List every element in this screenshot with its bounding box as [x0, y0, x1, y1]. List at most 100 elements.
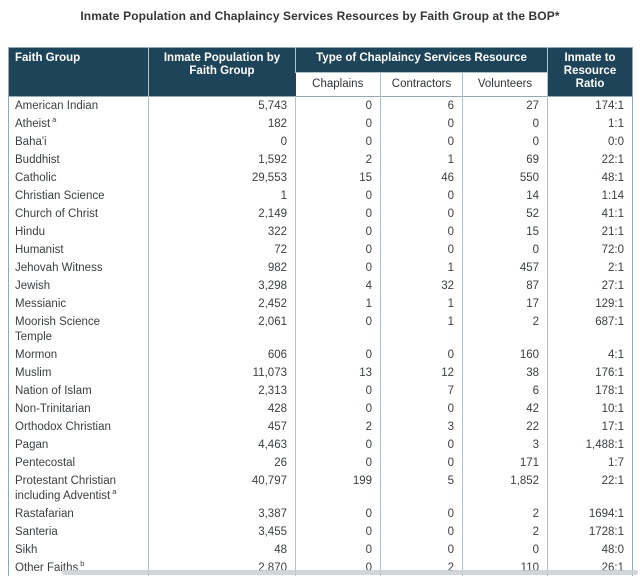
ratio-cell: 1694:1 [547, 505, 633, 523]
faith-name-cell: Messianic [8, 295, 149, 313]
table-row: Baha'i 0 0 0 0 0:0 [8, 133, 633, 151]
chaplains-cell: 15 [295, 169, 381, 187]
faith-name-cell: Muslim [8, 364, 149, 382]
volunteers-cell: 0 [461, 115, 548, 133]
column-header-contractors: Contractors [380, 72, 463, 97]
column-header-inmate-resource-ratio: Inmate to Resource Ratio [547, 47, 633, 97]
faith-name: Catholic [15, 171, 57, 184]
contractors-cell: 0 [380, 115, 463, 133]
faith-name: Santeria [15, 525, 58, 538]
contractors-cell: 0 [380, 505, 463, 523]
contractors-cell: 1 [380, 151, 463, 169]
cut-off-element-bottom [62, 570, 638, 575]
faith-name: Sikh [15, 543, 38, 556]
contractors-cell: 1 [380, 259, 463, 277]
population-cell: 322 [148, 223, 296, 241]
volunteers-cell: 550 [461, 169, 548, 187]
faith-name: Orthodox Christian [15, 420, 111, 433]
chaplains-cell: 0 [295, 96, 381, 115]
ratio-cell: 4:1 [547, 346, 633, 364]
ratio-cell: 17:1 [547, 418, 633, 436]
faith-name: Protestant Christian including Adventist [15, 474, 116, 502]
table-row: Catholic 29,553 15 46 550 48:1 [8, 169, 633, 187]
table-row: Atheist a 182 0 0 0 1:1 [8, 114, 633, 133]
faith-name: Jewish [15, 279, 51, 292]
ratio-cell: 21:1 [547, 223, 633, 241]
chaplains-cell: 0 [295, 205, 381, 223]
ratio-cell: 1:14 [547, 187, 633, 205]
faith-name: Buddhist [15, 153, 60, 166]
volunteers-cell: 52 [461, 205, 548, 223]
ratio-cell: 72:0 [547, 241, 633, 259]
faith-name: Atheist [15, 117, 51, 130]
ratio-cell: 48:1 [547, 169, 633, 187]
ratio-cell: 27:1 [547, 277, 633, 295]
chaplains-cell: 0 [295, 115, 381, 133]
footnote-superscript: a [52, 114, 57, 124]
volunteers-cell: 2 [461, 313, 548, 346]
ratio-cell: 1728:1 [547, 523, 633, 541]
population-cell: 982 [148, 259, 296, 277]
footnote-superscript: b [80, 558, 85, 568]
faith-name: Messianic [15, 297, 67, 310]
chaplains-cell: 0 [295, 523, 381, 541]
faith-name: Non-Trinitarian [15, 402, 91, 415]
contractors-cell: 0 [380, 133, 463, 151]
chaplains-cell: 2 [295, 418, 381, 436]
ratio-cell: 22:1 [547, 472, 633, 505]
chaplains-cell: 0 [295, 133, 381, 151]
population-cell: 3,455 [148, 523, 296, 541]
volunteers-cell: 3 [461, 436, 548, 454]
faith-name-cell: Protestant Christian including Adventist… [8, 472, 149, 505]
chaplains-cell: 0 [295, 454, 381, 472]
faith-name: Rastafarian [15, 507, 74, 520]
volunteers-cell: 17 [461, 295, 548, 313]
table-row: Hindu 322 0 0 15 21:1 [8, 223, 633, 241]
table-body: American Indian 5,743 0 6 27 174:1 Athei… [8, 96, 633, 576]
chaplains-cell: 0 [295, 382, 381, 400]
table-row: Pagan 4,463 0 0 3 1,488:1 [8, 436, 633, 454]
faith-name: Muslim [15, 366, 52, 379]
faith-name: Jehovah Witness [15, 261, 103, 274]
table-row: Nation of Islam 2,313 0 7 6 178:1 [8, 382, 633, 400]
population-cell: 2,149 [148, 205, 296, 223]
contractors-cell: 5 [380, 472, 463, 505]
footnote-superscript: a [112, 486, 117, 496]
contractors-cell: 7 [380, 382, 463, 400]
volunteers-cell: 38 [461, 364, 548, 382]
faith-name-cell: Humanist [8, 241, 149, 259]
chaplains-cell: 0 [295, 313, 381, 346]
volunteers-cell: 42 [461, 400, 548, 418]
chaplains-cell: 0 [295, 541, 381, 559]
population-cell: 2,061 [148, 313, 296, 346]
ratio-cell: 178:1 [547, 382, 633, 400]
ratio-cell: 174:1 [547, 96, 633, 115]
ratio-cell: 2:1 [547, 259, 633, 277]
table-header: Faith Group Inmate Population by Faith G… [8, 47, 633, 97]
volunteers-cell: 457 [461, 259, 548, 277]
table-row: Christian Science 1 0 0 14 1:14 [8, 187, 633, 205]
table-row: Pentecostal 26 0 0 171 1:7 [8, 454, 633, 472]
chaplains-cell: 0 [295, 187, 381, 205]
contractors-cell: 32 [380, 277, 463, 295]
population-cell: 1 [148, 187, 296, 205]
table-row: Sikh 48 0 0 0 48:0 [8, 541, 633, 559]
volunteers-cell: 0 [461, 541, 548, 559]
faith-name: Mormon [15, 348, 58, 361]
population-cell: 2,452 [148, 295, 296, 313]
volunteers-cell: 0 [461, 241, 548, 259]
faith-name-cell: Catholic [8, 169, 149, 187]
contractors-cell: 1 [380, 295, 463, 313]
contractors-cell: 0 [380, 187, 463, 205]
column-header-faith-group: Faith Group [8, 47, 149, 97]
faith-name-cell: Baha'i [8, 133, 149, 151]
contractors-cell: 0 [380, 400, 463, 418]
volunteers-cell: 2 [461, 505, 548, 523]
faith-name-cell: Moorish Science Temple [8, 313, 149, 346]
table-row: Non-Trinitarian 428 0 0 42 10:1 [8, 400, 633, 418]
faith-name-cell: Atheist a [8, 114, 149, 133]
chaplains-cell: 0 [295, 400, 381, 418]
volunteers-cell: 87 [461, 277, 548, 295]
faith-name: Christian Science [15, 189, 105, 202]
faith-name-cell: Hindu [8, 223, 149, 241]
